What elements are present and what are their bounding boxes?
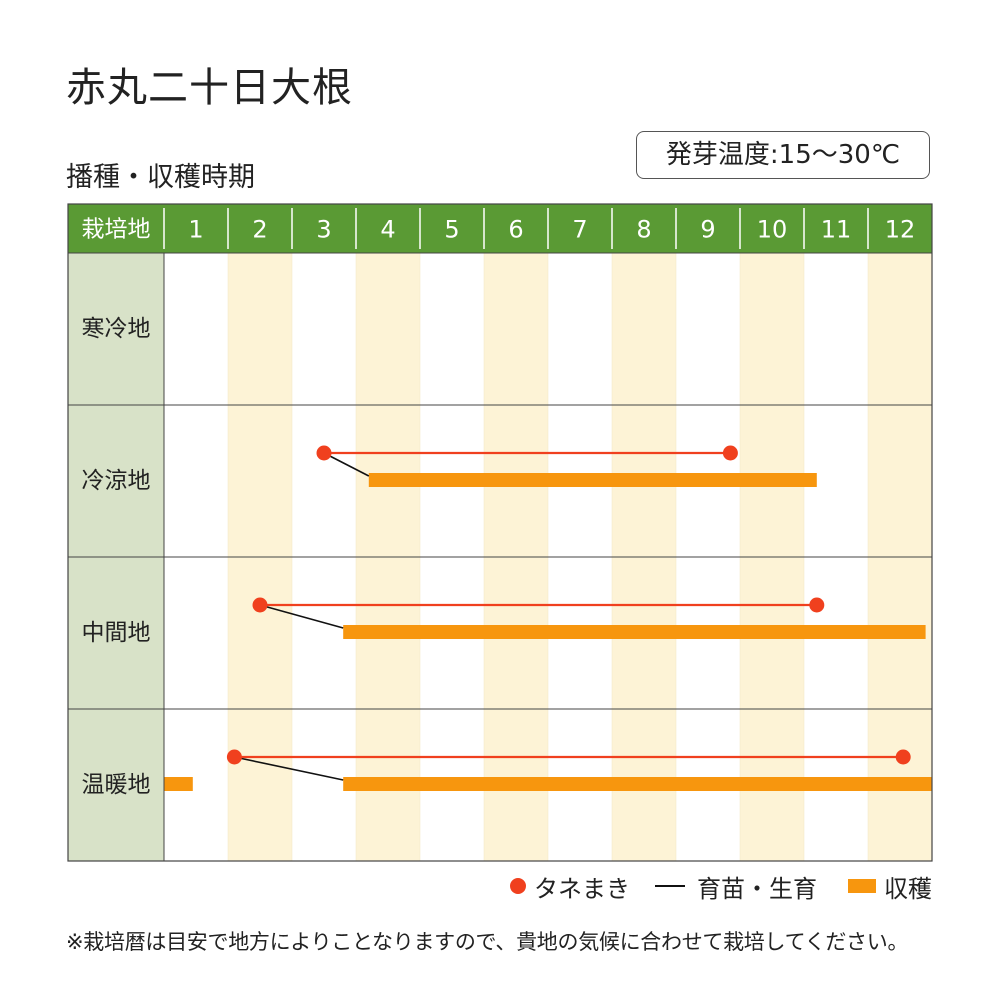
month-label-11: 11 xyxy=(821,216,852,244)
header-label-region: 栽培地 xyxy=(82,217,151,243)
chart-subtitle: 播種・収穫時期 xyxy=(66,162,255,193)
sowing-start-point-3 xyxy=(252,597,268,613)
region-label-1: 寒冷地 xyxy=(82,316,151,342)
seedling-line-4 xyxy=(234,756,344,781)
month-label-5: 5 xyxy=(444,216,459,244)
month-label-6: 6 xyxy=(508,216,523,244)
harvest-bar-icon xyxy=(848,879,876,893)
sowing-end-point-4 xyxy=(895,749,911,765)
legend-label-seedling: 育苗・生育 xyxy=(697,874,817,903)
seedling-line-2 xyxy=(323,452,370,477)
header-bar xyxy=(68,204,932,253)
legend-label-harvest: 収穫 xyxy=(884,874,932,903)
sowing-marker-icon xyxy=(510,878,526,894)
seedling-line-3 xyxy=(259,604,344,629)
month-label-10: 10 xyxy=(757,216,788,244)
sowing-start-point-4 xyxy=(226,749,242,765)
seedling-line-icon xyxy=(655,885,685,887)
legend-item-seedling: 育苗・生育 xyxy=(655,868,817,904)
month-label-9: 9 xyxy=(700,216,715,244)
legend-label-sowing: タネまき xyxy=(534,874,630,903)
sowing-start-point-2 xyxy=(316,445,332,461)
legend-item-harvest: 収穫 xyxy=(848,868,932,904)
region-label-3: 中間地 xyxy=(82,620,151,646)
month-label-2: 2 xyxy=(252,216,267,244)
chart-frame xyxy=(67,203,933,862)
region-label-2: 冷涼地 xyxy=(82,468,151,494)
footnote: ※栽培暦は目安で地方によりことなりますので、貴地の気候に合わせて栽培してください… xyxy=(66,930,909,954)
germination-temperature-badge: 発芽温度:15〜30℃ xyxy=(636,131,930,179)
legend-item-sowing: タネまき xyxy=(510,868,630,904)
page-title: 赤丸二十日大根 xyxy=(66,65,353,111)
month-label-7: 7 xyxy=(572,216,587,244)
month-label-12: 12 xyxy=(885,216,916,244)
month-label-4: 4 xyxy=(380,216,395,244)
harvest-bar-4-1 xyxy=(164,777,193,791)
sowing-end-point-2 xyxy=(722,445,738,461)
month-label-3: 3 xyxy=(316,216,331,244)
region-label-4: 温暖地 xyxy=(82,772,151,798)
sowing-end-point-3 xyxy=(809,597,825,613)
harvest-bar-2-1 xyxy=(368,473,817,487)
month-label-8: 8 xyxy=(636,216,651,244)
chart-legend: タネまき 育苗・生育 収穫 xyxy=(0,868,1000,904)
harvest-bar-4-2 xyxy=(343,777,932,791)
harvest-bar-3-1 xyxy=(343,625,926,639)
month-label-1: 1 xyxy=(188,216,203,244)
